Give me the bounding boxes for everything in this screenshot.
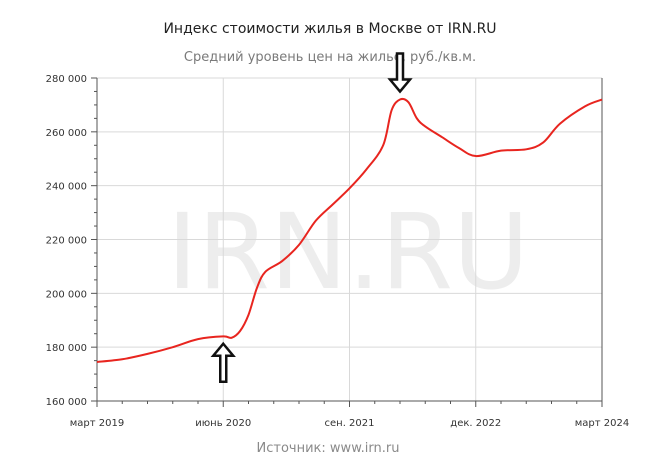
y-tick-label: 220 000	[46, 236, 87, 247]
y-tick-label: 240 000	[46, 182, 87, 193]
y-axis-ticks: 160 000 180 000 200 000 220 000 240 000 260 0…	[46, 74, 87, 408]
axes	[91, 77, 603, 407]
y-tick-label: 180 000	[46, 343, 87, 354]
annotations	[210, 52, 413, 383]
chart-title: Индекс стоимости жилья в Москве от IRN.R…	[163, 21, 496, 37]
grid	[97, 77, 602, 401]
y-tick-label: 160 000	[46, 397, 87, 408]
y-tick-label: 280 000	[46, 74, 87, 85]
y-tick-label: 260 000	[46, 128, 87, 139]
x-tick-label: июнь 2020	[195, 418, 251, 429]
arrow-up-june-2020	[210, 341, 236, 383]
x-axis-ticks: март 2019 июнь 2020 сен. 2021 дек. 2022 март…	[70, 418, 629, 429]
x-tick-label: сен. 2021	[325, 418, 375, 429]
x-tick-label: март 2019	[70, 418, 124, 429]
y-tick-label: 200 000	[46, 289, 87, 300]
price-series-line	[96, 97, 603, 363]
source-text: Источник: www.irn.ru	[257, 441, 400, 456]
arrow-down-peak-2022	[387, 52, 413, 94]
series-layer	[96, 97, 603, 363]
chart-watermark: IRN.RU	[167, 191, 529, 313]
chart-subtitle: Средний уровень цен на жилье, руб./кв.м.	[184, 50, 476, 65]
x-tick-label: март 2024	[575, 418, 629, 429]
x-tick-label: дек. 2022	[450, 418, 501, 429]
